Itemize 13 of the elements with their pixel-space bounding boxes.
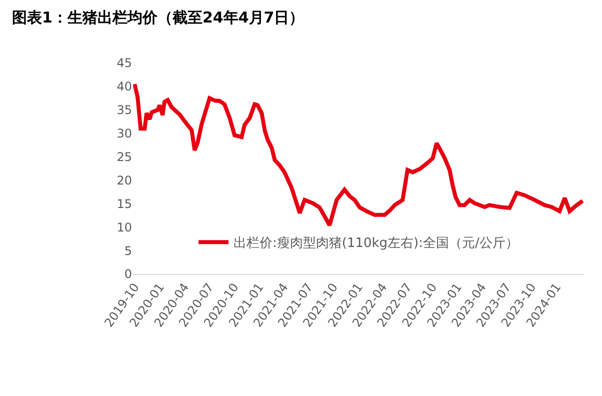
y-tick-label: 5 (124, 244, 132, 258)
y-tick-label: 25 (116, 150, 132, 164)
y-tick-label: 40 (116, 80, 132, 94)
y-tick-label: 45 (116, 56, 132, 70)
line-series (133, 82, 584, 228)
y-tick-label: 0 (124, 267, 132, 282)
y-tick-label: 35 (116, 103, 132, 118)
y-tick-label: 15 (116, 196, 132, 211)
legend-label: 出栏价:瘦肉型肉猪(110kg左右):全国（元/公斤） (234, 236, 518, 252)
y-tick-label: 20 (116, 173, 132, 188)
chart-title: 图表1：生猪出栏均价（截至24年4月7日） (12, 8, 304, 26)
y-tick-label: 30 (116, 126, 132, 141)
y-tick-label: 10 (116, 220, 132, 234)
